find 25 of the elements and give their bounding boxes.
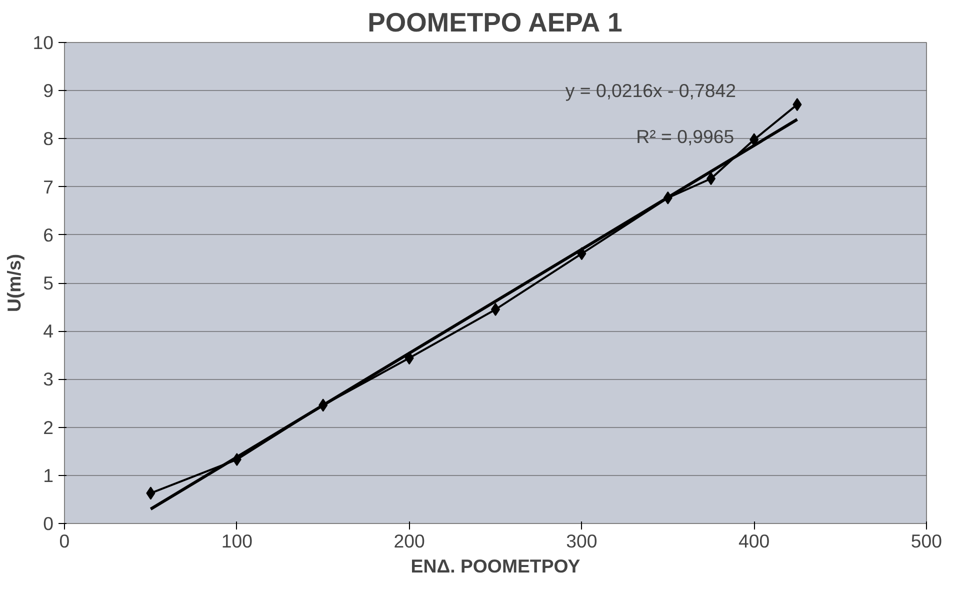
point <box>146 486 156 500</box>
annotation: y = 0,0216x - 0,7842 <box>565 80 736 102</box>
y-axis-title: U(m/s) <box>4 254 25 312</box>
x-tick-label: 100 <box>221 530 252 552</box>
y-tick-label: 1 <box>43 464 54 486</box>
point <box>792 98 802 112</box>
x-tick-label: 300 <box>566 530 598 552</box>
x-tick-label: 200 <box>394 530 425 552</box>
y-tick-label: 0 <box>43 513 54 534</box>
y-tick-label: 3 <box>43 368 54 390</box>
y-tick-label: 7 <box>43 176 54 198</box>
x-tick-label: 0 <box>59 530 70 552</box>
chart-title: ΡΟΟΜΕΤΡΟ ΑΕΡΑ 1 <box>368 8 623 38</box>
y-tick-label: 10 <box>32 32 54 53</box>
x-tick-label: 400 <box>738 530 770 552</box>
y-tick-label: 8 <box>43 128 54 150</box>
y-tick-label: 9 <box>43 80 54 102</box>
y-tick-label: 6 <box>43 224 54 246</box>
y-tick-label: 2 <box>43 416 54 438</box>
x-tick-label: 500 <box>910 530 942 552</box>
y-tick-label: 5 <box>43 272 54 294</box>
x-axis-title: ΕΝΔ. ΡΟΟΜΕΤΡΟΥ <box>410 556 581 576</box>
annotation: R² = 0,9965 <box>636 126 734 147</box>
point <box>750 133 759 146</box>
y-tick-label: 4 <box>43 320 54 342</box>
